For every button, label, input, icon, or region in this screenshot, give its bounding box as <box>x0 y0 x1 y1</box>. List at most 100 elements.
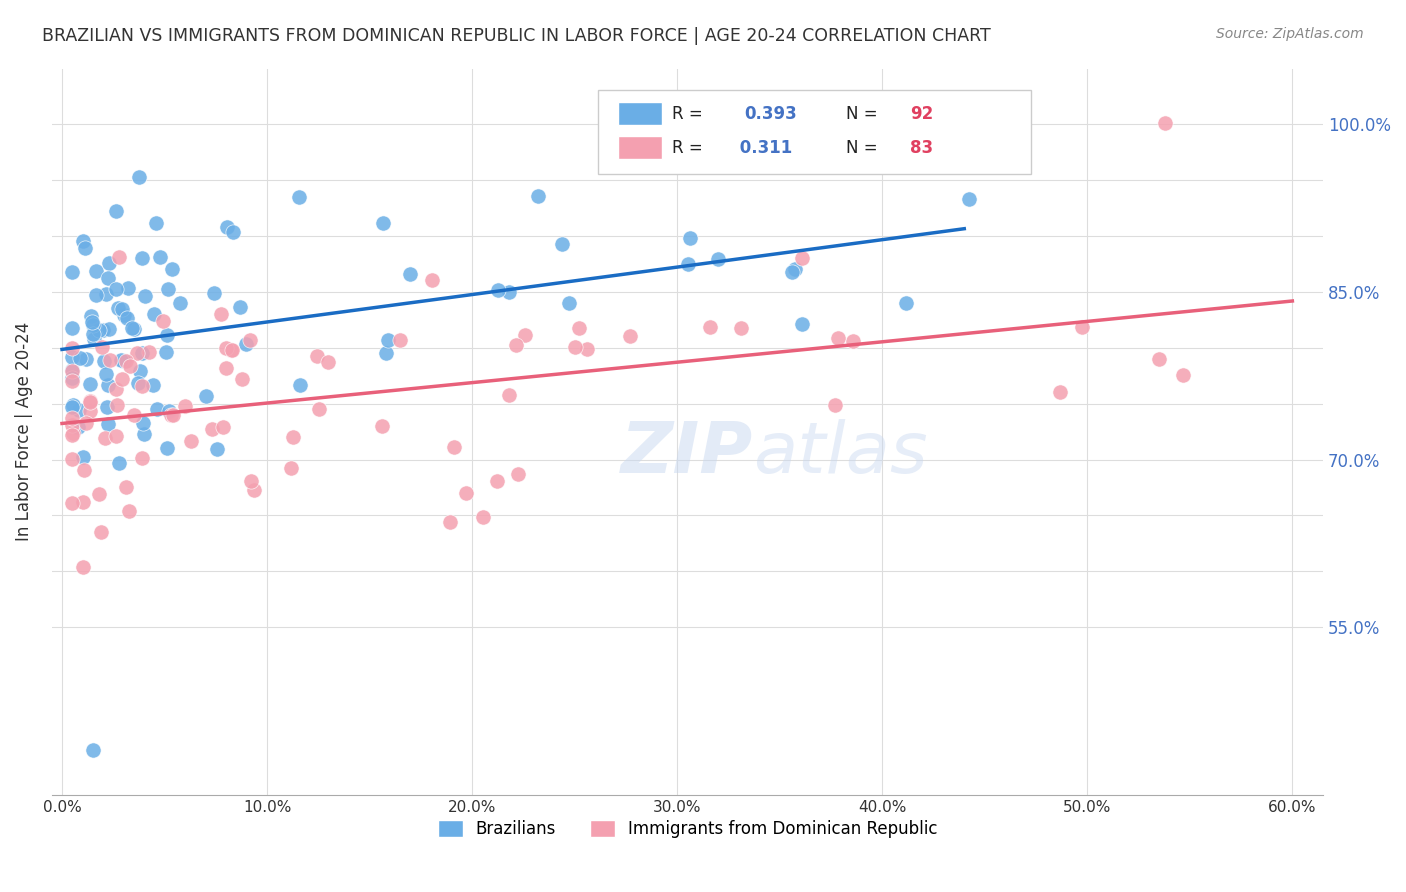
Text: R =: R = <box>672 138 709 157</box>
Bar <box>617 102 662 125</box>
Brazilians <box>780 265 803 279</box>
Brazilians <box>131 251 153 265</box>
Brazilians <box>228 300 250 314</box>
Immigrants from Dominican Republic <box>221 343 243 358</box>
Brazilians <box>112 308 135 322</box>
Brazilians <box>86 263 108 277</box>
Brazilians <box>128 169 150 184</box>
Brazilians <box>79 377 101 392</box>
Immigrants from Dominican Republic <box>162 408 184 422</box>
Immigrants from Dominican Republic <box>498 388 520 402</box>
Immigrants from Dominican Republic <box>90 524 112 539</box>
Brazilians <box>375 345 398 359</box>
Immigrants from Dominican Republic <box>505 338 527 352</box>
Immigrants from Dominican Republic <box>215 360 238 375</box>
Brazilians <box>288 377 311 392</box>
Brazilians <box>160 262 183 277</box>
Immigrants from Dominican Republic <box>240 474 263 488</box>
Brazilians <box>96 270 118 285</box>
Brazilians <box>98 321 121 335</box>
Immigrants from Dominican Republic <box>180 434 202 448</box>
Brazilians <box>107 301 129 315</box>
Brazilians <box>132 416 155 430</box>
Brazilians <box>79 309 101 323</box>
Brazilians <box>486 283 509 297</box>
Immigrants from Dominican Republic <box>1147 352 1170 367</box>
Immigrants from Dominican Republic <box>122 409 145 423</box>
Immigrants from Dominican Republic <box>730 321 752 335</box>
Brazilians <box>551 236 574 251</box>
Brazilians <box>83 333 105 347</box>
Immigrants from Dominican Republic <box>420 273 443 287</box>
Immigrants from Dominican Republic <box>790 251 813 265</box>
Brazilians <box>149 250 172 264</box>
Brazilians <box>82 318 104 332</box>
Brazilians <box>202 286 225 301</box>
Brazilians <box>157 403 180 417</box>
Brazilians <box>110 353 132 368</box>
Immigrants from Dominican Republic <box>118 504 141 518</box>
Immigrants from Dominican Republic <box>389 333 412 347</box>
Brazilians <box>62 398 84 412</box>
Brazilians <box>86 287 108 301</box>
Immigrants from Dominican Republic <box>212 420 235 434</box>
Brazilians <box>134 289 156 303</box>
Brazilians <box>60 350 83 364</box>
Brazilians <box>894 295 917 310</box>
Brazilians <box>145 401 167 416</box>
Brazilians <box>60 400 83 414</box>
Brazilians <box>790 317 813 331</box>
Text: N =: N = <box>846 138 883 157</box>
Brazilians <box>75 352 97 367</box>
Brazilians <box>124 322 146 336</box>
Brazilians <box>783 262 806 277</box>
Brazilians <box>69 351 91 365</box>
Brazilians <box>145 216 167 230</box>
Immigrants from Dominican Republic <box>159 409 181 423</box>
Immigrants from Dominican Republic <box>699 320 721 334</box>
Brazilians <box>128 364 150 378</box>
Brazilians <box>235 337 257 351</box>
Brazilians <box>93 354 115 368</box>
Brazilians <box>80 315 103 329</box>
Immigrants from Dominican Republic <box>131 379 153 393</box>
Brazilians <box>207 442 229 456</box>
Brazilians <box>377 333 399 347</box>
Brazilians <box>60 265 83 279</box>
Legend: Brazilians, Immigrants from Dominican Republic: Brazilians, Immigrants from Dominican Re… <box>430 813 943 845</box>
Text: 0.393: 0.393 <box>745 104 797 122</box>
Brazilians <box>67 403 90 417</box>
Immigrants from Dominican Republic <box>98 352 121 367</box>
Immigrants from Dominican Republic <box>513 327 536 342</box>
Brazilians <box>60 321 83 335</box>
Immigrants from Dominican Republic <box>439 515 461 529</box>
Immigrants from Dominican Republic <box>114 480 136 494</box>
Brazilians <box>142 378 165 392</box>
Brazilians <box>111 302 134 317</box>
Immigrants from Dominican Republic <box>619 329 641 343</box>
Immigrants from Dominican Republic <box>305 349 328 363</box>
Brazilians <box>96 367 118 381</box>
Immigrants from Dominican Republic <box>456 486 478 500</box>
Immigrants from Dominican Republic <box>60 364 83 378</box>
Immigrants from Dominican Republic <box>60 341 83 355</box>
Brazilians <box>215 220 238 235</box>
Brazilians <box>156 282 179 296</box>
Immigrants from Dominican Republic <box>131 450 153 465</box>
Immigrants from Dominican Republic <box>842 334 865 348</box>
Immigrants from Dominican Republic <box>138 345 160 359</box>
Brazilians <box>60 371 83 385</box>
Brazilians <box>72 234 94 248</box>
Immigrants from Dominican Republic <box>87 487 110 501</box>
Immigrants from Dominican Republic <box>60 418 83 433</box>
Immigrants from Dominican Republic <box>75 416 97 430</box>
Brazilians <box>127 376 149 390</box>
Immigrants from Dominican Republic <box>316 355 339 369</box>
Immigrants from Dominican Republic <box>201 422 224 436</box>
Immigrants from Dominican Republic <box>1049 384 1071 399</box>
Immigrants from Dominican Republic <box>486 475 509 489</box>
Brazilians <box>117 281 139 295</box>
Text: BRAZILIAN VS IMMIGRANTS FROM DOMINICAN REPUBLIC IN LABOR FORCE | AGE 20-24 CORRE: BRAZILIAN VS IMMIGRANTS FROM DOMINICAN R… <box>42 27 991 45</box>
Immigrants from Dominican Republic <box>1154 116 1177 130</box>
Immigrants from Dominican Republic <box>115 353 138 368</box>
